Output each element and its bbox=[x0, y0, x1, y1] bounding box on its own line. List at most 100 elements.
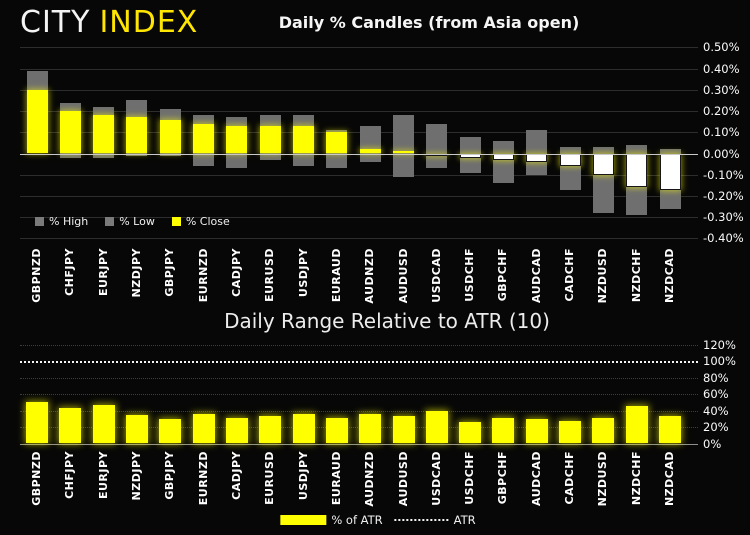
bottom-chart-title: Daily Range Relative to ATR (10) bbox=[224, 309, 550, 333]
legend-item: % Low bbox=[105, 215, 155, 228]
bottom-chart-legend: % of ATR ATR bbox=[280, 513, 476, 527]
x-axis-label: GBPJPY bbox=[163, 451, 177, 500]
y-tick-label: 0.30% bbox=[703, 82, 740, 97]
atr-percent-bar bbox=[92, 404, 115, 444]
x-axis-label: CHFJPY bbox=[63, 248, 77, 296]
gridline bbox=[20, 377, 698, 379]
candle-close-bar bbox=[93, 115, 115, 154]
atr-percent-bar bbox=[159, 418, 182, 444]
x-axis-label: USDCHF bbox=[463, 451, 477, 505]
atr-bar-swatch-icon bbox=[280, 515, 327, 525]
candle-close-bar bbox=[226, 125, 248, 154]
x-axis-label: AUDNZD bbox=[363, 451, 377, 507]
candle-close-bar bbox=[126, 117, 148, 154]
y-tick-label: 0.10% bbox=[703, 125, 740, 140]
candle-close-bar bbox=[592, 153, 614, 175]
atr-percent-bar bbox=[525, 418, 548, 444]
gridline bbox=[20, 344, 698, 346]
atr-percent-bar bbox=[26, 402, 48, 444]
gridline bbox=[20, 217, 698, 219]
gridline bbox=[20, 238, 698, 240]
y-tick-label: 60% bbox=[703, 387, 729, 402]
x-axis-label: NZDCHF bbox=[629, 451, 643, 506]
atr-percent-bar bbox=[625, 406, 648, 444]
x-axis-label: NZDUSD bbox=[596, 451, 610, 507]
candle-close-bar bbox=[293, 125, 315, 154]
candle-close-bar bbox=[393, 151, 415, 154]
atr-percent-bar bbox=[59, 408, 82, 444]
atr-percent-bar bbox=[192, 413, 215, 444]
y-tick-label: 40% bbox=[703, 403, 729, 418]
x-axis-label: EURJPY bbox=[96, 451, 110, 500]
x-axis-label: EURUSD bbox=[263, 248, 277, 302]
range-swatch-icon bbox=[35, 217, 44, 226]
atr-percent-bar bbox=[459, 422, 482, 444]
range-swatch-icon bbox=[105, 217, 115, 226]
close-swatch-icon bbox=[171, 217, 181, 226]
y-tick-label: -0.20% bbox=[703, 188, 744, 203]
gridline bbox=[20, 68, 698, 70]
y-tick-label: 0.20% bbox=[703, 104, 740, 119]
gridline bbox=[20, 195, 698, 197]
x-axis-label: EURAUD bbox=[329, 451, 343, 506]
gridline bbox=[20, 394, 698, 396]
atr-percent-bar bbox=[492, 417, 515, 444]
x-axis-label: GBPNZD bbox=[30, 451, 43, 506]
gridline bbox=[20, 174, 698, 176]
x-axis-label: CADJPY bbox=[229, 248, 243, 297]
y-tick-label: 0.50% bbox=[703, 40, 740, 55]
atr-percent-bar bbox=[392, 415, 415, 444]
legend-item: % High bbox=[35, 215, 88, 228]
candle-close-bar bbox=[326, 132, 348, 154]
x-axis-label: USDCAD bbox=[429, 248, 443, 303]
candle-close-bar bbox=[259, 125, 281, 154]
candle-range-bar bbox=[393, 115, 415, 177]
top-chart-legend: % High % Low % Close bbox=[35, 215, 230, 228]
x-axis-label: GBPNZD bbox=[30, 248, 43, 303]
brand-logo: CITY INDEX bbox=[20, 5, 198, 40]
x-axis-label: USDCHF bbox=[463, 248, 477, 302]
x-axis-label: GBPJPY bbox=[163, 248, 177, 297]
atr-percent-bar bbox=[325, 417, 348, 444]
x-axis-label: NZDCHF bbox=[629, 248, 643, 303]
legend-item: % Close bbox=[171, 215, 230, 228]
legend-label: % High bbox=[49, 215, 89, 228]
candle-range-bar bbox=[426, 123, 448, 169]
x-axis-label: CADCHF bbox=[563, 451, 577, 505]
atr-percent-bar bbox=[359, 413, 382, 444]
legend-label: % Close bbox=[185, 215, 230, 228]
gridline bbox=[20, 153, 698, 155]
atr-dotted-line-icon bbox=[394, 519, 449, 521]
y-tick-label: 100% bbox=[703, 354, 736, 369]
x-axis-label: NZDJPY bbox=[129, 248, 143, 298]
x-axis-label: CHFJPY bbox=[63, 451, 77, 499]
x-axis-label: CADJPY bbox=[229, 451, 243, 500]
y-tick-label: -0.10% bbox=[703, 167, 744, 182]
candle-range-bar bbox=[359, 125, 381, 162]
gridline bbox=[20, 443, 698, 445]
candle-range-bar bbox=[526, 130, 548, 175]
legend-label: % of ATR bbox=[331, 513, 383, 527]
candle-close-bar bbox=[526, 153, 548, 162]
x-axis-label: AUDUSD bbox=[396, 248, 410, 304]
atr-percent-bar bbox=[125, 414, 148, 444]
y-tick-label: 0% bbox=[703, 436, 722, 451]
x-axis-label: GBPCHF bbox=[496, 451, 510, 505]
atr-percent-bar bbox=[225, 417, 248, 444]
y-tick-label: 80% bbox=[703, 370, 729, 385]
legend-item: ATR bbox=[394, 513, 476, 527]
x-axis-label: EURJPY bbox=[96, 248, 110, 297]
candle-close-bar bbox=[193, 123, 215, 154]
x-axis-label: NZDCAD bbox=[663, 451, 677, 507]
x-axis-label: EURNZD bbox=[196, 248, 210, 303]
legend-item: % of ATR bbox=[280, 513, 383, 527]
x-axis-label: USDJPY bbox=[296, 451, 310, 501]
candle-close-bar bbox=[59, 111, 81, 154]
y-tick-label: -0.40% bbox=[703, 231, 744, 246]
gridline bbox=[20, 111, 698, 113]
gridline bbox=[20, 89, 698, 91]
atr-percent-bar bbox=[592, 417, 615, 444]
atr-percent-bar bbox=[659, 415, 682, 444]
candle-close-bar bbox=[26, 89, 48, 154]
x-axis-label: AUDCAD bbox=[529, 248, 543, 303]
